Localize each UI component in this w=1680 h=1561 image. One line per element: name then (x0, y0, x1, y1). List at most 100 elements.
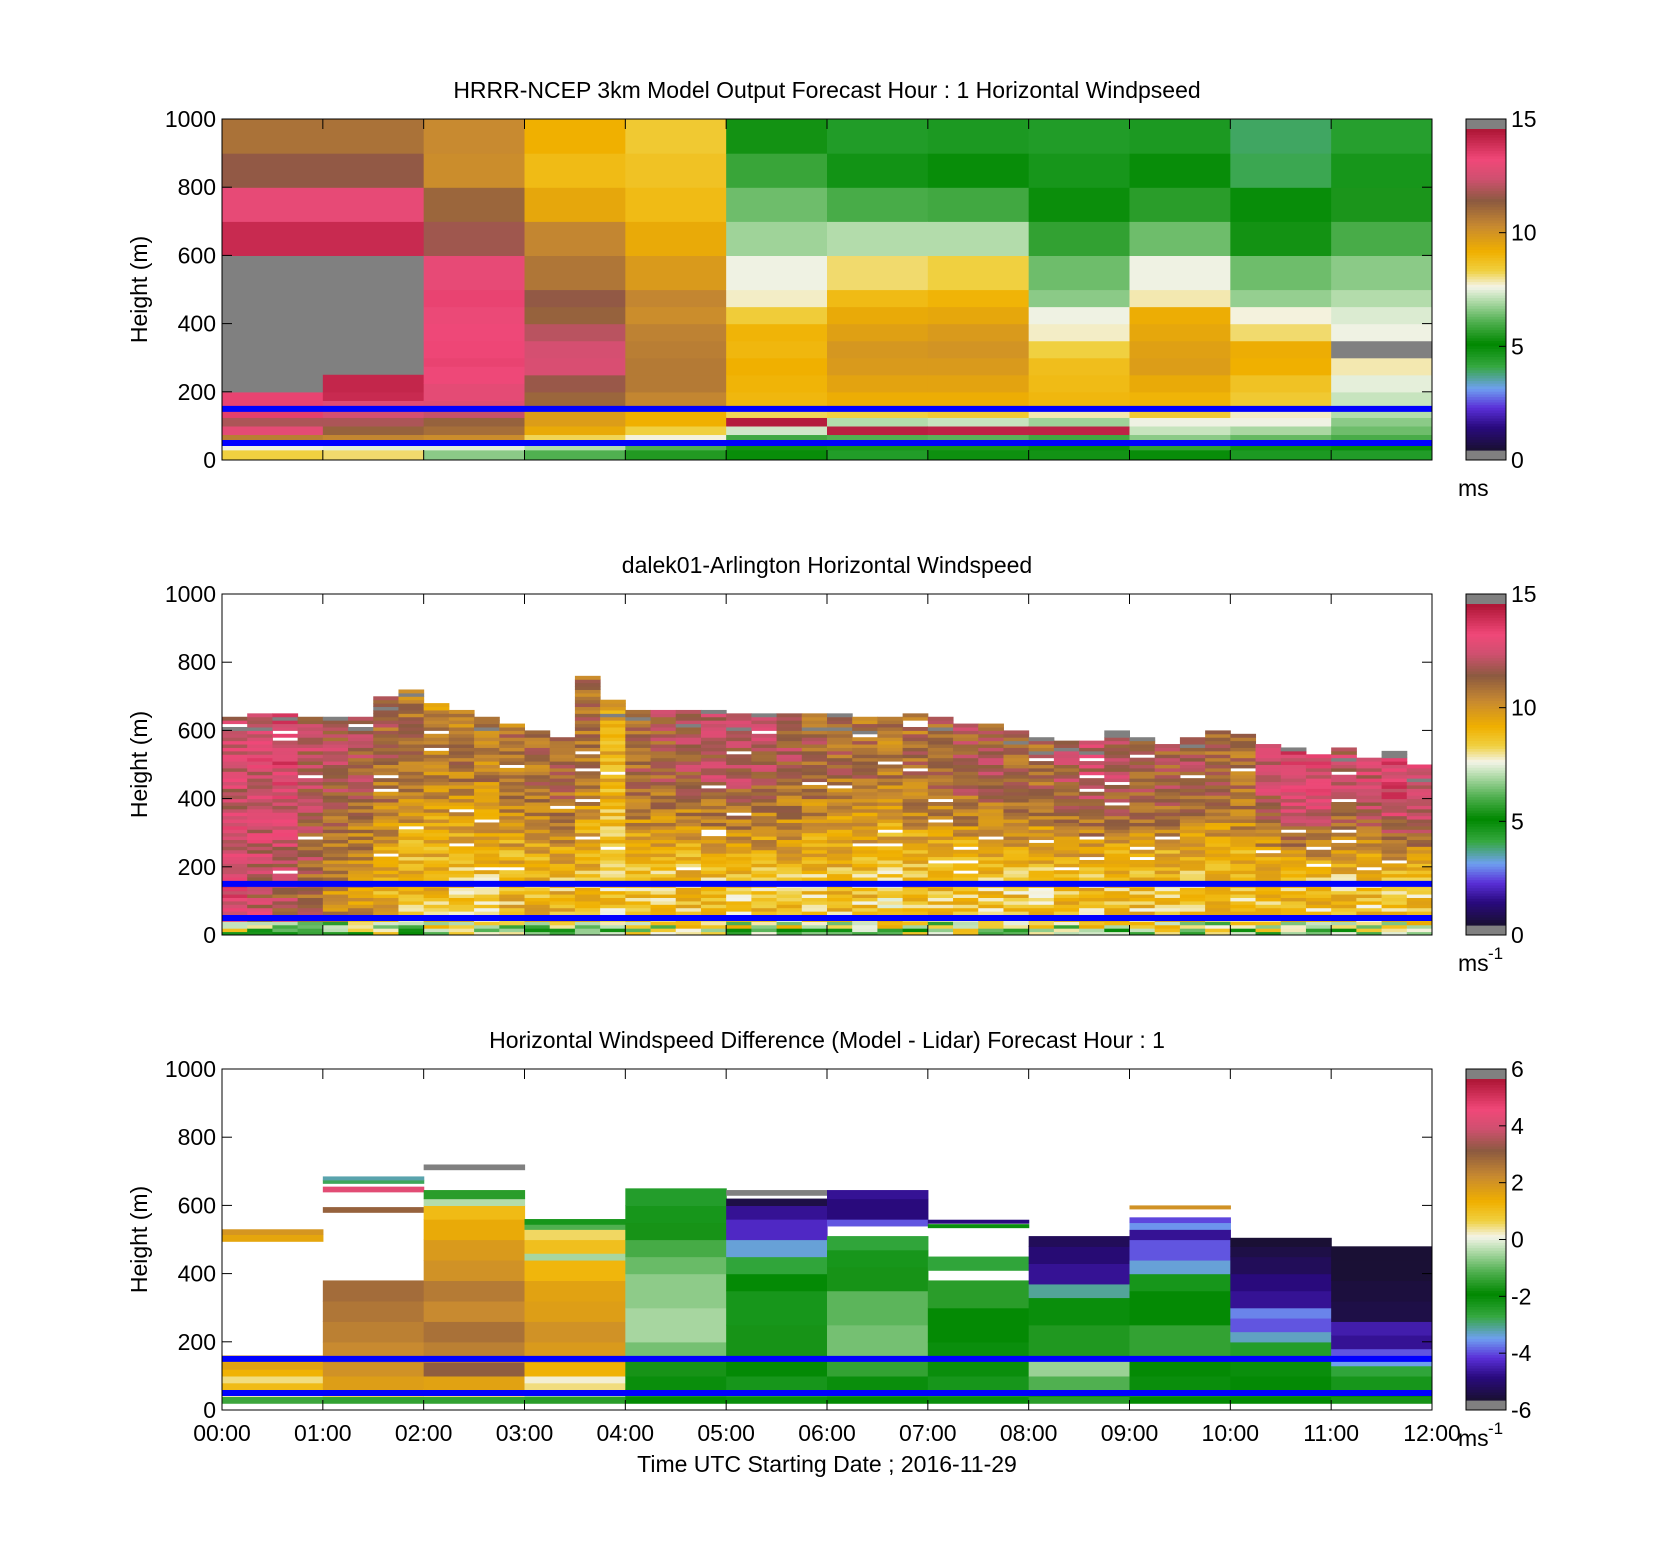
heatmap-cell (953, 778, 979, 783)
heatmap-cell (827, 153, 929, 188)
heatmap-cell (423, 733, 450, 738)
heatmap-cell (524, 1362, 626, 1377)
colorbar-segment (1466, 1105, 1506, 1110)
heatmap-cell (1028, 870, 1055, 875)
heatmap-cell (801, 842, 828, 847)
heatmap-cell (272, 784, 299, 789)
heatmap-cell (726, 255, 828, 291)
heatmap-cell (1154, 849, 1181, 854)
heatmap-cell (1104, 907, 1130, 912)
heatmap-cell (423, 417, 526, 427)
heatmap-cell (650, 853, 677, 858)
heatmap-cell (373, 709, 399, 714)
heatmap-cell (499, 723, 525, 728)
heatmap-cell (927, 733, 954, 738)
heatmap-cell (1028, 119, 1131, 154)
heatmap-cell (776, 805, 803, 810)
heatmap-cell (600, 839, 626, 844)
heatmap-cell (801, 866, 828, 871)
heatmap-cell (852, 767, 878, 772)
heatmap-cell (827, 716, 853, 721)
heatmap-cell (650, 825, 677, 830)
heatmap-cell (700, 849, 727, 854)
heatmap-cell (222, 788, 248, 793)
heatmap-cell (1179, 757, 1206, 762)
heatmap-cell (625, 904, 652, 909)
heatmap-cell (549, 866, 576, 871)
y-tick-label: 400 (178, 1261, 216, 1287)
heatmap-cell (574, 904, 601, 909)
colorbar-segment (1466, 844, 1506, 849)
heatmap-cell (1255, 911, 1282, 916)
heatmap-cell (1003, 750, 1030, 755)
heatmap-cell (322, 808, 349, 813)
heatmap-cell (1003, 740, 1030, 745)
heatmap-cell (1179, 737, 1206, 742)
heatmap-cell (423, 750, 450, 755)
heatmap-cell (726, 153, 828, 188)
heatmap-cell (827, 846, 853, 851)
heatmap-cell (650, 894, 677, 898)
y-tick-label: 400 (178, 786, 216, 812)
heatmap-cell (549, 931, 576, 935)
heatmap-cell (549, 859, 576, 864)
heatmap-cell (902, 822, 929, 827)
heatmap-cell (1179, 822, 1206, 827)
heatmap-cell (927, 761, 954, 765)
colorbar-segment (1466, 772, 1506, 776)
heatmap-cell (1079, 798, 1105, 803)
heatmap-cell (222, 911, 248, 916)
heatmap-cell (877, 784, 904, 789)
heatmap-cell (1406, 832, 1432, 837)
heatmap-cell (953, 900, 979, 905)
heatmap-cell (1104, 750, 1130, 755)
heatmap-cell (877, 740, 904, 745)
heatmap-cell (1406, 764, 1432, 769)
heatmap-cell (625, 720, 652, 725)
heatmap-cell (373, 744, 399, 748)
heatmap-cell (1205, 859, 1231, 864)
heatmap-cell (474, 726, 500, 731)
heatmap-cell (1028, 750, 1055, 755)
heatmap-cell (650, 802, 677, 806)
heatmap-cell (827, 808, 853, 813)
heatmap-cell (549, 904, 576, 909)
heatmap-cell (373, 907, 399, 912)
heatmap-cell (1003, 924, 1030, 929)
heatmap-cell (574, 682, 601, 687)
heatmap-cell (1205, 805, 1231, 810)
colorbar-segment (1466, 340, 1506, 344)
heatmap-cell (600, 716, 626, 721)
heatmap-cell (423, 366, 526, 384)
heatmap-cell (272, 911, 299, 916)
heatmap-cell (852, 836, 878, 841)
heatmap-cell (827, 1290, 929, 1326)
heatmap-cell (1154, 825, 1181, 830)
heatmap-cell (650, 737, 677, 742)
heatmap-cell (423, 870, 450, 875)
heatmap-cell (1129, 928, 1156, 933)
heatmap-cell (625, 788, 652, 793)
colorbar-segment (1466, 415, 1506, 419)
heatmap-cell (927, 374, 1030, 393)
heatmap-cell (524, 1321, 626, 1343)
heatmap-cell (423, 1396, 526, 1404)
heatmap-cell (373, 825, 399, 830)
heatmap-cell (1003, 761, 1030, 765)
heatmap-cell (448, 873, 475, 878)
heatmap-cell (1104, 808, 1130, 813)
heatmap-cell (499, 836, 525, 841)
heatmap-cell (1406, 795, 1432, 800)
colorbar-segment (1466, 1343, 1506, 1348)
heatmap-cell (222, 907, 248, 912)
heatmap-cell (1129, 842, 1156, 847)
heatmap-cell (953, 853, 979, 858)
heatmap-cell (1129, 900, 1156, 905)
heatmap-cell (852, 716, 878, 721)
colorbar-segment (1466, 641, 1506, 645)
heatmap-cell (247, 931, 273, 935)
heatmap-cell (600, 706, 626, 711)
heatmap-cell (953, 832, 979, 837)
heatmap-cell (272, 744, 299, 748)
heatmap-cell (1129, 894, 1156, 898)
